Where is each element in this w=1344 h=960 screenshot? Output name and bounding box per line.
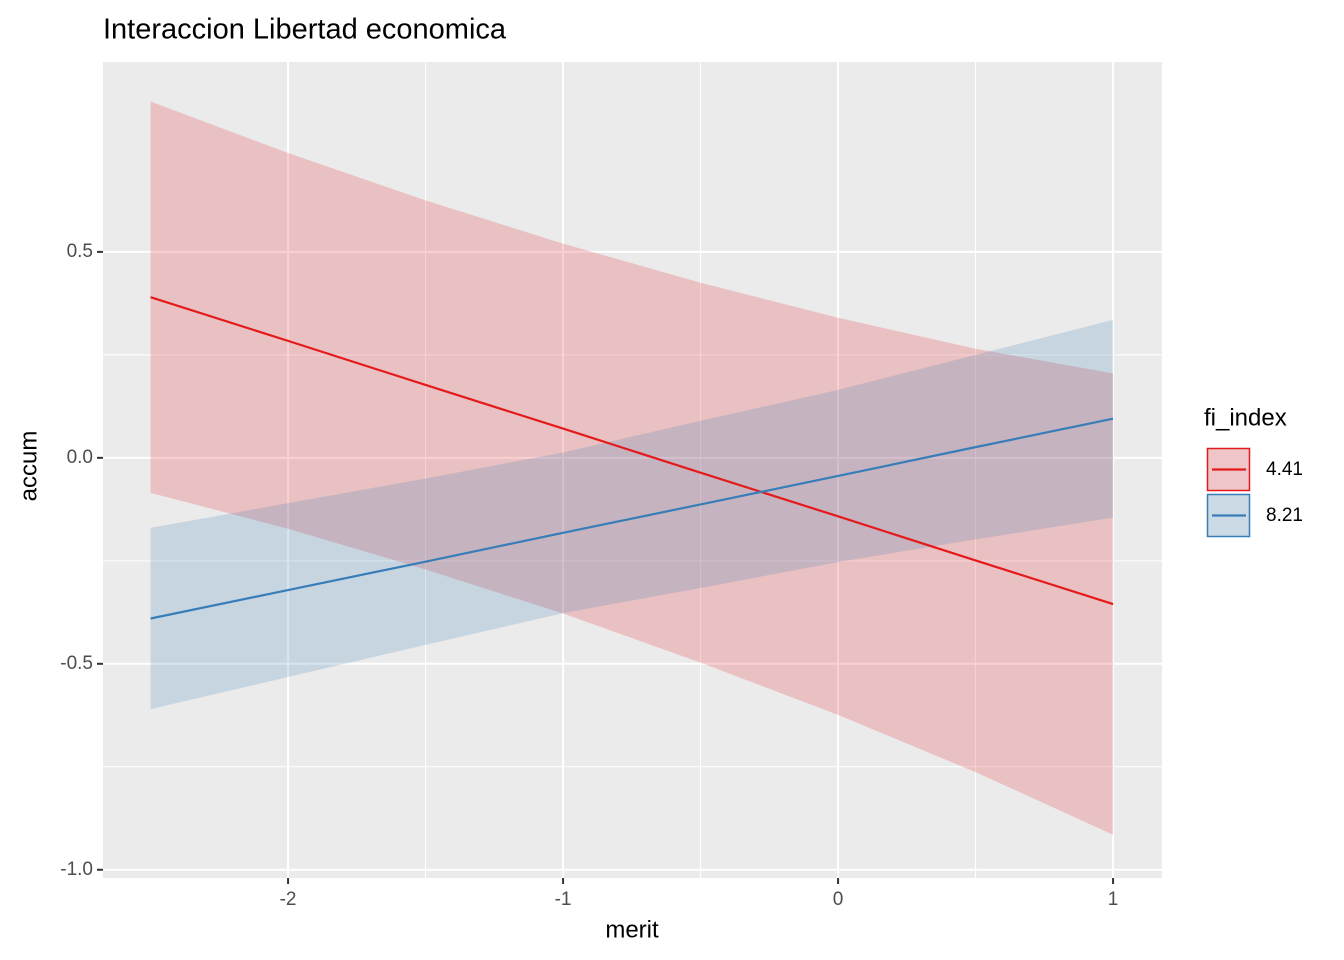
x-tick-label: 0 — [833, 889, 844, 910]
line — [150, 296, 1114, 606]
y-tick-label: 0.0 — [67, 447, 93, 468]
line — [150, 417, 1114, 620]
y-tick-label: -1.0 — [60, 859, 93, 880]
chart-title: Interaccion Libertad economica — [103, 14, 507, 46]
y-axis-label: accum — [15, 431, 42, 502]
legend-title: fi_index — [1204, 404, 1287, 431]
x-tick-label: -1 — [555, 889, 572, 910]
x-axis-label: merit — [605, 916, 659, 943]
plot-panel — [103, 62, 1162, 878]
x-tick-label: -2 — [280, 889, 297, 910]
confidence-ribbon — [150, 319, 1114, 710]
confidence-ribbon — [150, 101, 1114, 835]
y-tick-label: -0.5 — [60, 653, 93, 674]
legend-label: 8.21 — [1266, 505, 1303, 526]
legend-label: 4.41 — [1266, 459, 1303, 480]
y-tick-label: 0.5 — [67, 241, 93, 262]
x-tick-label: 1 — [1108, 889, 1119, 910]
